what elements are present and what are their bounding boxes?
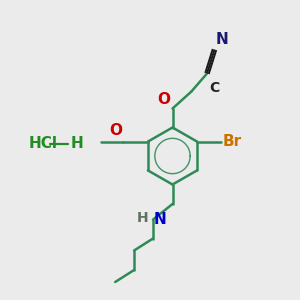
Text: HCl: HCl	[28, 136, 58, 152]
Text: N: N	[216, 32, 229, 46]
Text: H: H	[137, 211, 148, 225]
Text: H: H	[70, 136, 83, 152]
Text: Br: Br	[223, 134, 242, 149]
Text: O: O	[109, 123, 122, 138]
Text: C: C	[209, 81, 220, 95]
Text: N: N	[154, 212, 167, 227]
Text: O: O	[157, 92, 170, 107]
